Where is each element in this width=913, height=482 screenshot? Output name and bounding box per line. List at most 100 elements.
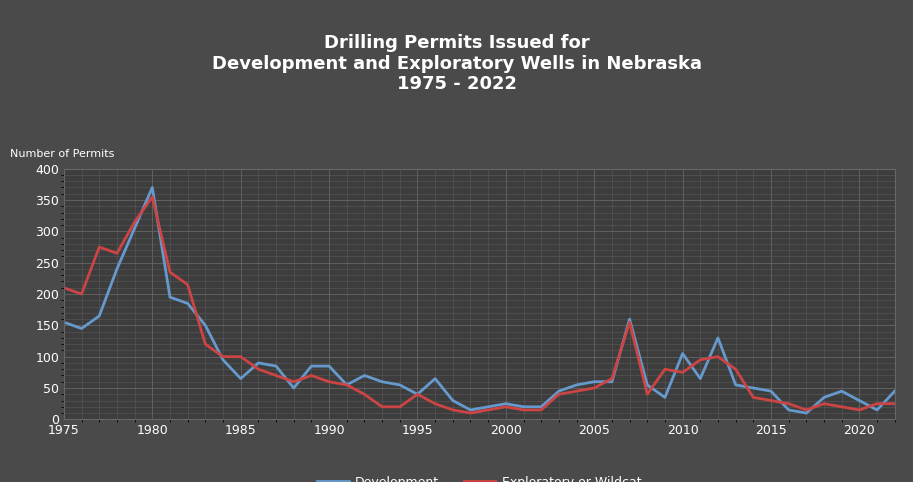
Exploratory or Wildcat <box>323 379 334 385</box>
Exploratory or Wildcat <box>730 366 741 372</box>
Development <box>200 322 211 328</box>
Exploratory or Wildcat <box>624 319 635 325</box>
Exploratory or Wildcat <box>854 407 865 413</box>
Development <box>341 382 352 388</box>
Development <box>836 388 847 394</box>
Development <box>819 394 830 400</box>
Development <box>394 382 405 388</box>
Development <box>253 360 264 366</box>
Text: Drilling Permits Issued for
Development and Exploratory Wells in Nebraska
1975 -: Drilling Permits Issued for Development … <box>212 34 701 94</box>
Exploratory or Wildcat <box>183 281 194 287</box>
Exploratory or Wildcat <box>589 385 600 391</box>
Exploratory or Wildcat <box>783 401 794 407</box>
Exploratory or Wildcat <box>553 391 564 397</box>
Exploratory or Wildcat <box>270 373 281 378</box>
Development <box>677 351 688 357</box>
Development <box>270 363 281 369</box>
Exploratory or Wildcat <box>236 354 247 360</box>
Exploratory or Wildcat <box>872 401 883 407</box>
Exploratory or Wildcat <box>164 269 175 275</box>
Development <box>412 391 423 397</box>
Exploratory or Wildcat <box>447 407 458 413</box>
Development <box>430 376 441 382</box>
Exploratory or Wildcat <box>500 404 511 410</box>
Development <box>500 401 511 407</box>
Text: Number of Permits: Number of Permits <box>10 148 114 159</box>
Legend: Development, Exploratory or Wildcat: Development, Exploratory or Wildcat <box>312 471 646 482</box>
Development <box>465 407 476 413</box>
Exploratory or Wildcat <box>695 357 706 362</box>
Exploratory or Wildcat <box>341 382 352 388</box>
Exploratory or Wildcat <box>677 369 688 375</box>
Development <box>748 385 759 391</box>
Development <box>872 407 883 413</box>
Exploratory or Wildcat <box>819 401 830 407</box>
Development <box>730 382 741 388</box>
Development <box>164 294 175 300</box>
Development <box>571 382 582 388</box>
Exploratory or Wildcat <box>536 407 547 413</box>
Exploratory or Wildcat <box>430 401 441 407</box>
Exploratory or Wildcat <box>76 291 87 297</box>
Exploratory or Wildcat <box>518 407 529 413</box>
Exploratory or Wildcat <box>306 373 317 378</box>
Development <box>659 394 670 400</box>
Development <box>801 410 812 416</box>
Development <box>58 319 69 325</box>
Development <box>129 225 140 231</box>
Development <box>289 385 299 391</box>
Development <box>359 373 370 378</box>
Exploratory or Wildcat <box>377 404 388 410</box>
Development <box>712 335 723 341</box>
Exploratory or Wildcat <box>712 354 723 360</box>
Exploratory or Wildcat <box>58 285 69 291</box>
Development <box>695 376 706 382</box>
Exploratory or Wildcat <box>394 404 405 410</box>
Exploratory or Wildcat <box>606 376 617 382</box>
Exploratory or Wildcat <box>483 407 494 413</box>
Exploratory or Wildcat <box>642 391 653 397</box>
Development <box>217 357 228 362</box>
Exploratory or Wildcat <box>748 394 759 400</box>
Development <box>447 398 458 403</box>
Development <box>518 404 529 410</box>
Exploratory or Wildcat <box>111 251 122 256</box>
Exploratory or Wildcat <box>253 366 264 372</box>
Exploratory or Wildcat <box>765 398 776 403</box>
Development <box>553 388 564 394</box>
Exploratory or Wildcat <box>889 401 900 407</box>
Line: Development: Development <box>64 187 895 413</box>
Development <box>147 185 158 190</box>
Exploratory or Wildcat <box>659 366 670 372</box>
Line: Exploratory or Wildcat: Exploratory or Wildcat <box>64 197 895 413</box>
Development <box>483 404 494 410</box>
Development <box>606 379 617 385</box>
Development <box>536 404 547 410</box>
Development <box>854 398 865 403</box>
Development <box>783 407 794 413</box>
Exploratory or Wildcat <box>801 407 812 413</box>
Development <box>236 376 247 382</box>
Exploratory or Wildcat <box>129 219 140 225</box>
Development <box>183 301 194 307</box>
Exploratory or Wildcat <box>571 388 582 394</box>
Exploratory or Wildcat <box>359 391 370 397</box>
Development <box>642 382 653 388</box>
Development <box>94 313 105 319</box>
Exploratory or Wildcat <box>94 244 105 250</box>
Exploratory or Wildcat <box>412 391 423 397</box>
Development <box>306 363 317 369</box>
Exploratory or Wildcat <box>147 194 158 200</box>
Development <box>377 379 388 385</box>
Exploratory or Wildcat <box>200 341 211 347</box>
Development <box>76 326 87 332</box>
Development <box>624 316 635 322</box>
Exploratory or Wildcat <box>217 354 228 360</box>
Development <box>323 363 334 369</box>
Development <box>765 388 776 394</box>
Exploratory or Wildcat <box>465 410 476 416</box>
Development <box>589 379 600 385</box>
Exploratory or Wildcat <box>289 379 299 385</box>
Exploratory or Wildcat <box>836 404 847 410</box>
Development <box>111 266 122 272</box>
